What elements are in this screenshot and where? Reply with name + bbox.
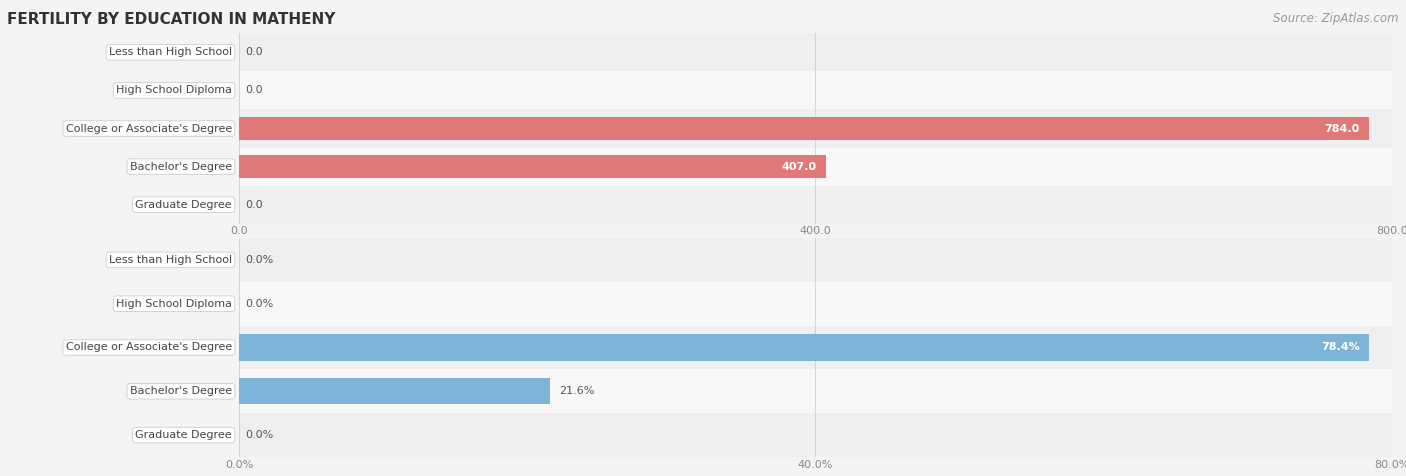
Bar (239, 334, 1369, 361)
Text: FERTILITY BY EDUCATION IN MATHENY: FERTILITY BY EDUCATION IN MATHENY (7, 12, 336, 27)
Text: College or Associate's Degree: College or Associate's Degree (66, 123, 232, 134)
Bar (239, 238, 1392, 282)
Text: Graduate Degree: Graduate Degree (135, 430, 232, 440)
Bar (239, 117, 1369, 140)
Text: Less than High School: Less than High School (108, 255, 232, 265)
Bar (239, 155, 825, 178)
Bar (239, 413, 1392, 457)
Text: High School Diploma: High School Diploma (115, 85, 232, 96)
Bar (239, 282, 1392, 326)
Bar (239, 378, 550, 405)
Bar (239, 148, 1392, 186)
Text: 0.0: 0.0 (245, 85, 263, 96)
Text: 21.6%: 21.6% (560, 386, 595, 397)
Text: 78.4%: 78.4% (1320, 342, 1360, 353)
Text: 0.0%: 0.0% (245, 255, 273, 265)
Text: 0.0: 0.0 (245, 47, 263, 58)
Text: 784.0: 784.0 (1324, 123, 1360, 134)
Text: Graduate Degree: Graduate Degree (135, 199, 232, 210)
Text: Source: ZipAtlas.com: Source: ZipAtlas.com (1274, 12, 1399, 25)
Bar (239, 186, 1392, 224)
Text: Bachelor's Degree: Bachelor's Degree (129, 386, 232, 397)
Text: Bachelor's Degree: Bachelor's Degree (129, 161, 232, 172)
Text: Less than High School: Less than High School (108, 47, 232, 58)
Text: 0.0%: 0.0% (245, 430, 273, 440)
Bar (239, 369, 1392, 413)
Text: High School Diploma: High School Diploma (115, 298, 232, 309)
Bar (239, 33, 1392, 71)
Bar (239, 326, 1392, 369)
Text: 407.0: 407.0 (782, 161, 817, 172)
Text: College or Associate's Degree: College or Associate's Degree (66, 342, 232, 353)
Text: 0.0%: 0.0% (245, 298, 273, 309)
Bar (239, 109, 1392, 148)
Bar (239, 71, 1392, 109)
Text: 0.0: 0.0 (245, 199, 263, 210)
